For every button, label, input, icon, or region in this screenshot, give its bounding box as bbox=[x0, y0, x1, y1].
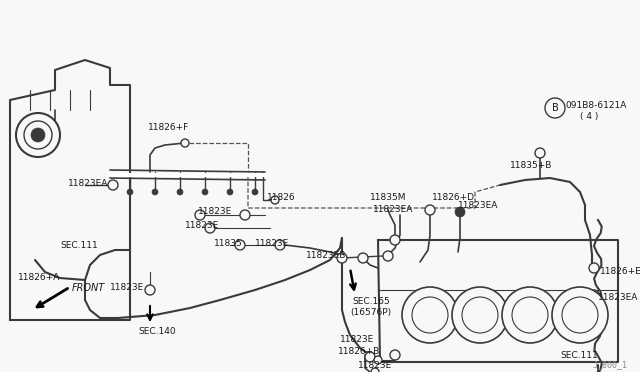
Circle shape bbox=[412, 297, 448, 333]
Text: 11823E: 11823E bbox=[185, 221, 220, 231]
Text: 11826: 11826 bbox=[267, 192, 296, 202]
Circle shape bbox=[24, 121, 52, 149]
Text: 11835+B: 11835+B bbox=[510, 160, 552, 170]
Text: 091B8-6121A: 091B8-6121A bbox=[565, 102, 627, 110]
Circle shape bbox=[402, 287, 458, 343]
Circle shape bbox=[227, 189, 233, 195]
Text: 11823E: 11823E bbox=[110, 283, 144, 292]
Text: 11823EA: 11823EA bbox=[598, 294, 638, 302]
Circle shape bbox=[589, 290, 599, 300]
Circle shape bbox=[589, 263, 599, 273]
Text: 11835M: 11835M bbox=[370, 193, 406, 202]
Circle shape bbox=[235, 240, 245, 250]
Text: 11823EA: 11823EA bbox=[373, 205, 413, 215]
Circle shape bbox=[145, 285, 155, 295]
Circle shape bbox=[545, 98, 565, 118]
Circle shape bbox=[562, 297, 598, 333]
Circle shape bbox=[512, 297, 548, 333]
Text: (16576P): (16576P) bbox=[350, 308, 391, 317]
Circle shape bbox=[177, 189, 183, 195]
Circle shape bbox=[502, 287, 558, 343]
Circle shape bbox=[390, 350, 400, 360]
Text: J_800_1: J_800_1 bbox=[593, 360, 628, 369]
Text: 11826+F: 11826+F bbox=[148, 124, 189, 132]
Circle shape bbox=[181, 139, 189, 147]
Text: 11823EB: 11823EB bbox=[306, 250, 346, 260]
Text: 11823EA: 11823EA bbox=[458, 201, 499, 209]
Text: 11823E: 11823E bbox=[255, 238, 289, 247]
Circle shape bbox=[390, 235, 400, 245]
Circle shape bbox=[202, 189, 208, 195]
Text: 11826+E: 11826+E bbox=[600, 267, 640, 276]
Circle shape bbox=[271, 196, 279, 204]
Circle shape bbox=[275, 240, 285, 250]
Circle shape bbox=[425, 205, 435, 215]
Circle shape bbox=[108, 180, 118, 190]
Circle shape bbox=[337, 253, 347, 263]
Circle shape bbox=[16, 113, 60, 157]
Text: SEC.111: SEC.111 bbox=[560, 350, 598, 359]
Circle shape bbox=[452, 287, 508, 343]
Circle shape bbox=[383, 251, 393, 261]
Circle shape bbox=[455, 207, 465, 217]
Text: SEC.165: SEC.165 bbox=[352, 298, 390, 307]
Circle shape bbox=[127, 189, 133, 195]
Circle shape bbox=[535, 148, 545, 158]
Text: FRONT: FRONT bbox=[72, 283, 105, 293]
Text: 11823E: 11823E bbox=[340, 336, 374, 344]
Text: ( 4 ): ( 4 ) bbox=[580, 112, 598, 121]
Circle shape bbox=[371, 368, 379, 372]
Circle shape bbox=[240, 210, 250, 220]
Circle shape bbox=[552, 287, 608, 343]
Circle shape bbox=[365, 352, 375, 362]
Text: 11823EA: 11823EA bbox=[68, 179, 108, 187]
Circle shape bbox=[462, 297, 498, 333]
Text: 11826+D: 11826+D bbox=[432, 193, 475, 202]
Circle shape bbox=[252, 189, 258, 195]
Text: 11835: 11835 bbox=[214, 238, 243, 247]
Text: SEC.111: SEC.111 bbox=[60, 241, 98, 250]
Circle shape bbox=[374, 356, 382, 364]
Circle shape bbox=[152, 189, 158, 195]
Circle shape bbox=[205, 223, 215, 233]
Text: B: B bbox=[552, 103, 558, 113]
Circle shape bbox=[195, 210, 205, 220]
Text: 11823E: 11823E bbox=[198, 208, 232, 217]
Circle shape bbox=[358, 253, 368, 263]
Text: 11826+A: 11826+A bbox=[18, 273, 60, 282]
Text: 11826+B: 11826+B bbox=[338, 347, 380, 356]
Text: 11823E: 11823E bbox=[358, 360, 392, 369]
Text: SEC.140: SEC.140 bbox=[138, 327, 175, 337]
Circle shape bbox=[31, 128, 45, 142]
